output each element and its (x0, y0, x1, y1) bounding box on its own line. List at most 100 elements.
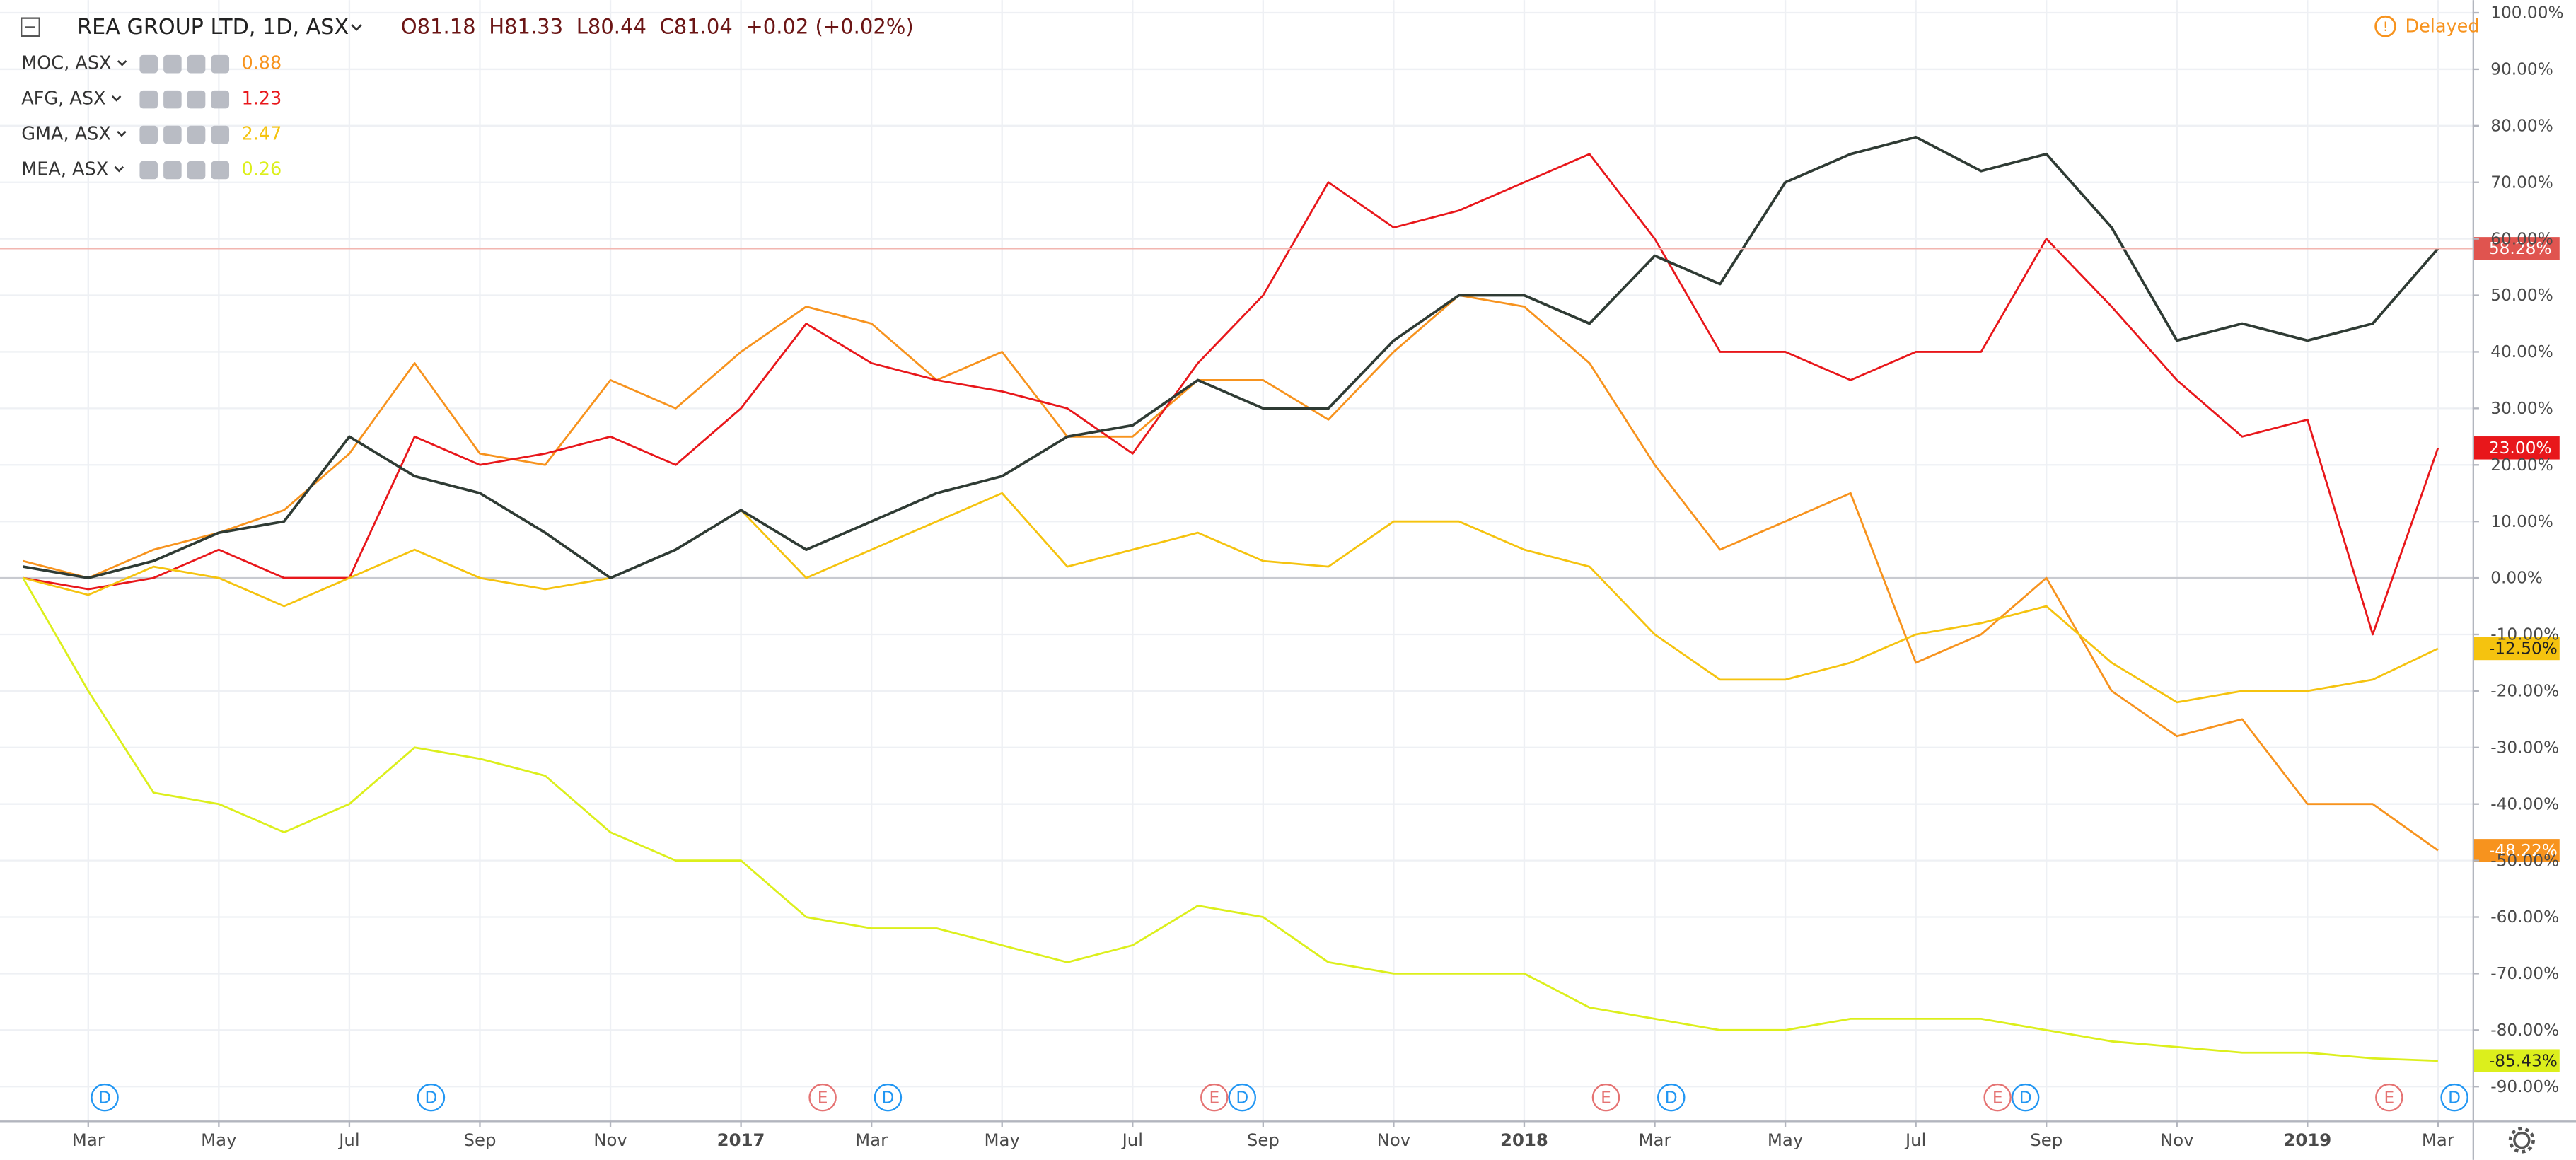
last-value-tag (2473, 436, 2560, 460)
y-tick-label: 30.00% (2490, 399, 2553, 418)
legend-button[interactable] (139, 161, 158, 180)
event-marker[interactable] (1228, 1083, 1257, 1112)
event-marker[interactable] (1591, 1083, 1620, 1112)
event-label: D (98, 1088, 111, 1107)
legend-button[interactable] (211, 125, 230, 144)
legend-button[interactable] (163, 54, 182, 74)
legend-chevron[interactable] (111, 95, 122, 102)
event-marker[interactable] (808, 1083, 837, 1112)
event-marker[interactable] (1983, 1083, 2012, 1112)
y-tick-label: 60.00% (2490, 229, 2553, 248)
x-tick-label: Nov (1377, 1130, 1411, 1150)
event-marker[interactable] (874, 1083, 903, 1112)
legend-button[interactable] (211, 90, 230, 109)
y-tick-label: 100.00% (2490, 4, 2563, 23)
last-value-tag (2473, 1049, 2560, 1072)
legend-value: 0.88 (241, 53, 282, 74)
event-marker[interactable] (2375, 1083, 2403, 1112)
legend-button[interactable] (211, 54, 230, 74)
main-series-chevron[interactable] (351, 23, 362, 31)
x-tick-label: Mar (855, 1130, 888, 1150)
last-value-label: -48.22% (2489, 841, 2558, 860)
main-series-name: REA GROUP LTD, 1D, ASX (77, 15, 349, 40)
legend-button[interactable] (139, 125, 158, 144)
event-marker[interactable] (91, 1083, 119, 1112)
ohlc-label: +0.02 (+0.02%) (745, 15, 913, 39)
x-tick-label: Nov (2160, 1130, 2194, 1150)
gear-teeth (2508, 1127, 2535, 1154)
event-marker[interactable] (1657, 1083, 1686, 1112)
y-tick-label: -40.00% (2490, 794, 2559, 813)
legend-button[interactable] (187, 125, 206, 144)
legend-button[interactable] (211, 161, 230, 180)
legend-name: AFG, ASX (21, 88, 105, 110)
x-tick-label: Mar (1639, 1130, 1672, 1150)
legend-button[interactable] (187, 54, 206, 74)
event-marker[interactable] (1200, 1083, 1229, 1112)
y-tick-label: -20.00% (2490, 682, 2559, 701)
legend-name: MOC, ASX (21, 53, 111, 74)
gear-ring (2513, 1131, 2531, 1149)
legend-button[interactable] (187, 90, 206, 109)
event-marker[interactable] (417, 1083, 446, 1112)
x-tick-label: Sep (1247, 1130, 1280, 1150)
x-tick-label: Sep (2030, 1130, 2062, 1150)
delayed-icon (2374, 15, 2396, 37)
last-value-label: 58.28% (2489, 239, 2552, 258)
legend-chevron[interactable] (117, 60, 127, 66)
x-tick-label: Jul (337, 1130, 359, 1150)
legend-chevron[interactable] (114, 166, 124, 173)
y-tick-label: 70.00% (2490, 173, 2553, 192)
legend-value: 1.23 (241, 88, 282, 110)
legend-button[interactable] (163, 125, 182, 144)
legend-value: 0.26 (241, 158, 282, 180)
event-marker[interactable] (2011, 1083, 2040, 1112)
y-tick-label: 10.00% (2490, 512, 2553, 531)
ohlc-label: O81.18 (401, 15, 476, 39)
x-tick-label: Jul (1121, 1130, 1143, 1150)
x-tick-label: Sep (464, 1130, 497, 1150)
y-tick-label: 0.00% (2490, 569, 2543, 588)
series-line (23, 492, 2439, 704)
legend-button[interactable] (139, 54, 158, 74)
x-tick-label: 2019 (2283, 1130, 2331, 1150)
legend-button[interactable] (187, 161, 206, 180)
y-tick-label: 40.00% (2490, 342, 2553, 361)
x-tick-label: Jul (1904, 1130, 1926, 1150)
y-tick-label: 90.00% (2490, 60, 2553, 79)
x-tick-label: Mar (2422, 1130, 2455, 1150)
x-tick-label: May (1768, 1130, 1803, 1150)
event-label: E (2384, 1088, 2395, 1107)
last-value-tag (2473, 839, 2560, 862)
last-value-label: 23.00% (2489, 439, 2552, 458)
event-label: D (424, 1088, 437, 1107)
event-label: E (1992, 1088, 2003, 1107)
y-tick-label: -30.00% (2490, 738, 2559, 757)
series-lines (22, 135, 2439, 1062)
y-tick-label: -50.00% (2490, 851, 2559, 870)
event-label: D (1236, 1088, 1248, 1107)
legend-name: GMA, ASX (21, 124, 111, 145)
event-label: D (881, 1088, 894, 1107)
y-tick-label: -90.00% (2490, 1077, 2559, 1096)
series-line (23, 135, 2439, 579)
legend-name: MEA, ASX (21, 158, 108, 180)
x-tick-label: May (985, 1130, 1020, 1150)
collapse-button[interactable] (21, 17, 40, 37)
y-tick-label: -70.00% (2490, 964, 2559, 983)
last-value-tag (2473, 237, 2560, 260)
series-line (22, 577, 2438, 1062)
legend-button[interactable] (163, 90, 182, 109)
last-value-label: -85.43% (2489, 1051, 2558, 1070)
legend-chevron[interactable] (117, 130, 127, 137)
legend-button[interactable] (163, 161, 182, 180)
y-tick-label: 20.00% (2490, 456, 2553, 475)
y-tick-label: -80.00% (2490, 1021, 2559, 1040)
x-tick-label: 2017 (717, 1130, 765, 1150)
legend-button[interactable] (139, 90, 158, 109)
series-line (23, 294, 2439, 852)
settings-gear[interactable] (2508, 1127, 2535, 1154)
event-marker[interactable] (2440, 1083, 2468, 1112)
